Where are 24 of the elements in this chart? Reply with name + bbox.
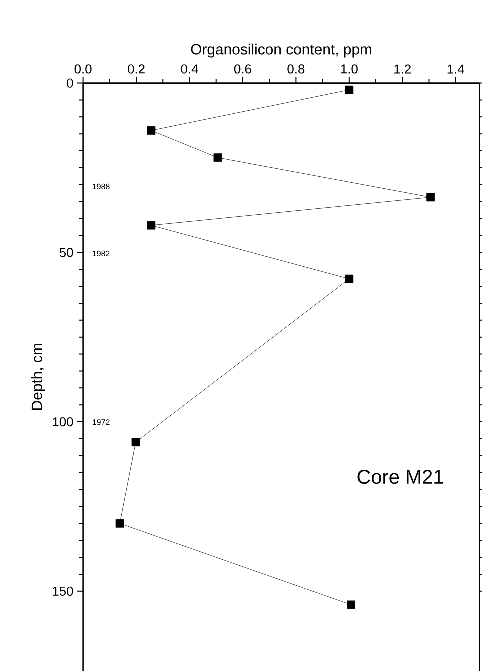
point — [345, 86, 354, 94]
y-tick-label: 0 — [67, 78, 74, 88]
x-tick-label: 0.8 — [288, 64, 305, 74]
point — [147, 221, 156, 230]
point — [116, 519, 124, 528]
point — [214, 154, 222, 162]
x-tick-label: 0.4 — [181, 64, 198, 74]
annotation: Core M21 — [358, 470, 444, 484]
y-tick-label: 150 — [53, 586, 74, 596]
point — [132, 438, 140, 447]
x-tick-label: 0.0 — [74, 64, 92, 74]
point — [147, 126, 156, 135]
x-tick-label: 1.0 — [341, 64, 358, 74]
point — [426, 193, 436, 202]
x-axis-title: Organosilicon content, ppm — [191, 44, 372, 58]
point — [347, 600, 356, 610]
y-tick-label: 50 — [60, 248, 74, 258]
x-tick-label: 0.2 — [128, 64, 145, 74]
x-tick-label: 0.6 — [234, 64, 252, 74]
y-axis-title: Depth, cm — [31, 344, 46, 410]
x-tick-label: 1.4 — [448, 64, 464, 74]
x-tick-label: 1.2 — [394, 64, 411, 74]
point — [345, 274, 354, 284]
y-tick-label: 100 — [53, 417, 74, 427]
